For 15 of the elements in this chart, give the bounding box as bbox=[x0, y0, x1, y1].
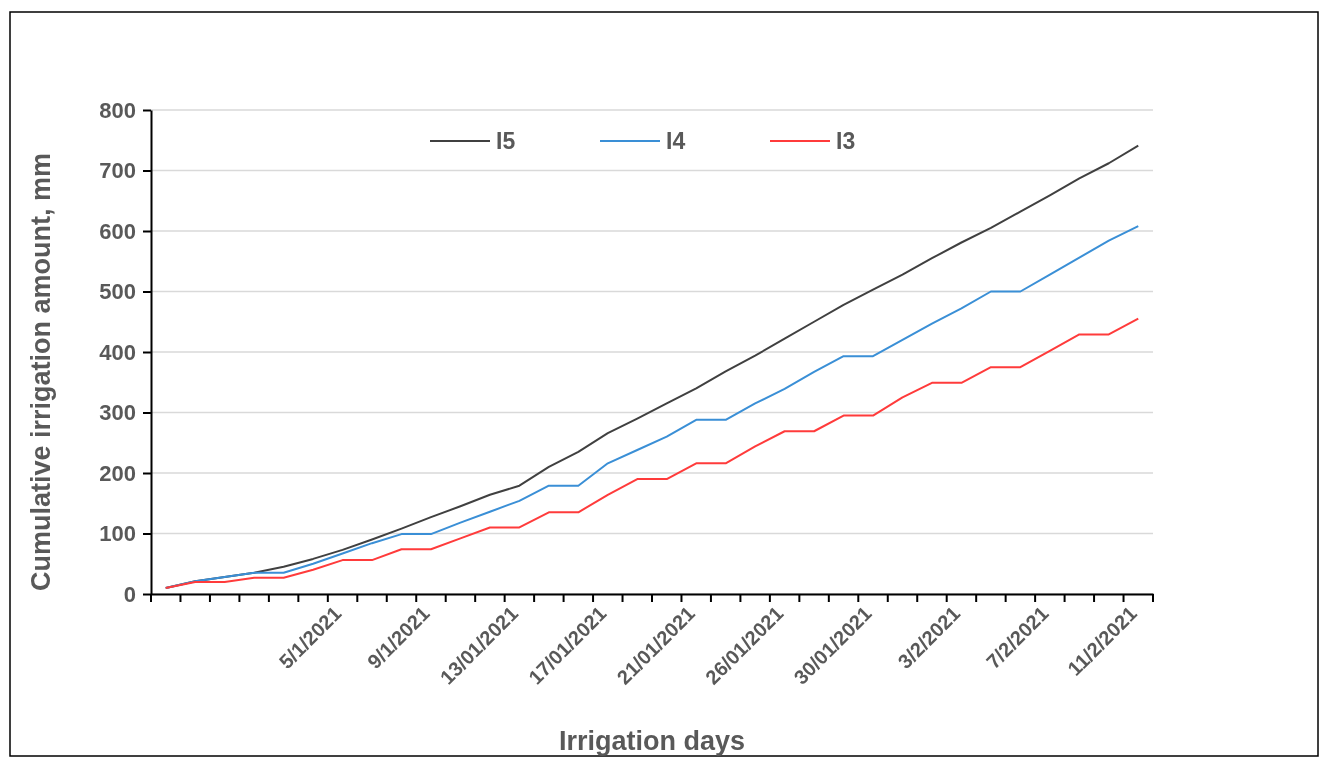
x-axis-title: Irrigation days bbox=[558, 726, 746, 756]
y-tick-label: 800 bbox=[99, 97, 136, 123]
y-tick-label: 500 bbox=[99, 279, 136, 305]
y-tick-label: 600 bbox=[99, 218, 136, 244]
legend-label: I3 bbox=[836, 128, 856, 155]
legend-label: I5 bbox=[496, 128, 516, 155]
line-series bbox=[164, 317, 1140, 589]
y-tick-label: 100 bbox=[99, 521, 136, 547]
y-axis-title: Cumulative irrigation amount, mm bbox=[26, 152, 56, 592]
y-tick-label: 200 bbox=[99, 460, 136, 486]
y-tick-label: 300 bbox=[99, 400, 136, 426]
y-tick-label: 400 bbox=[99, 339, 136, 365]
legend-label: I4 bbox=[666, 128, 686, 155]
y-tick-label: 700 bbox=[99, 158, 136, 184]
y-tick-label: 0 bbox=[123, 581, 136, 607]
